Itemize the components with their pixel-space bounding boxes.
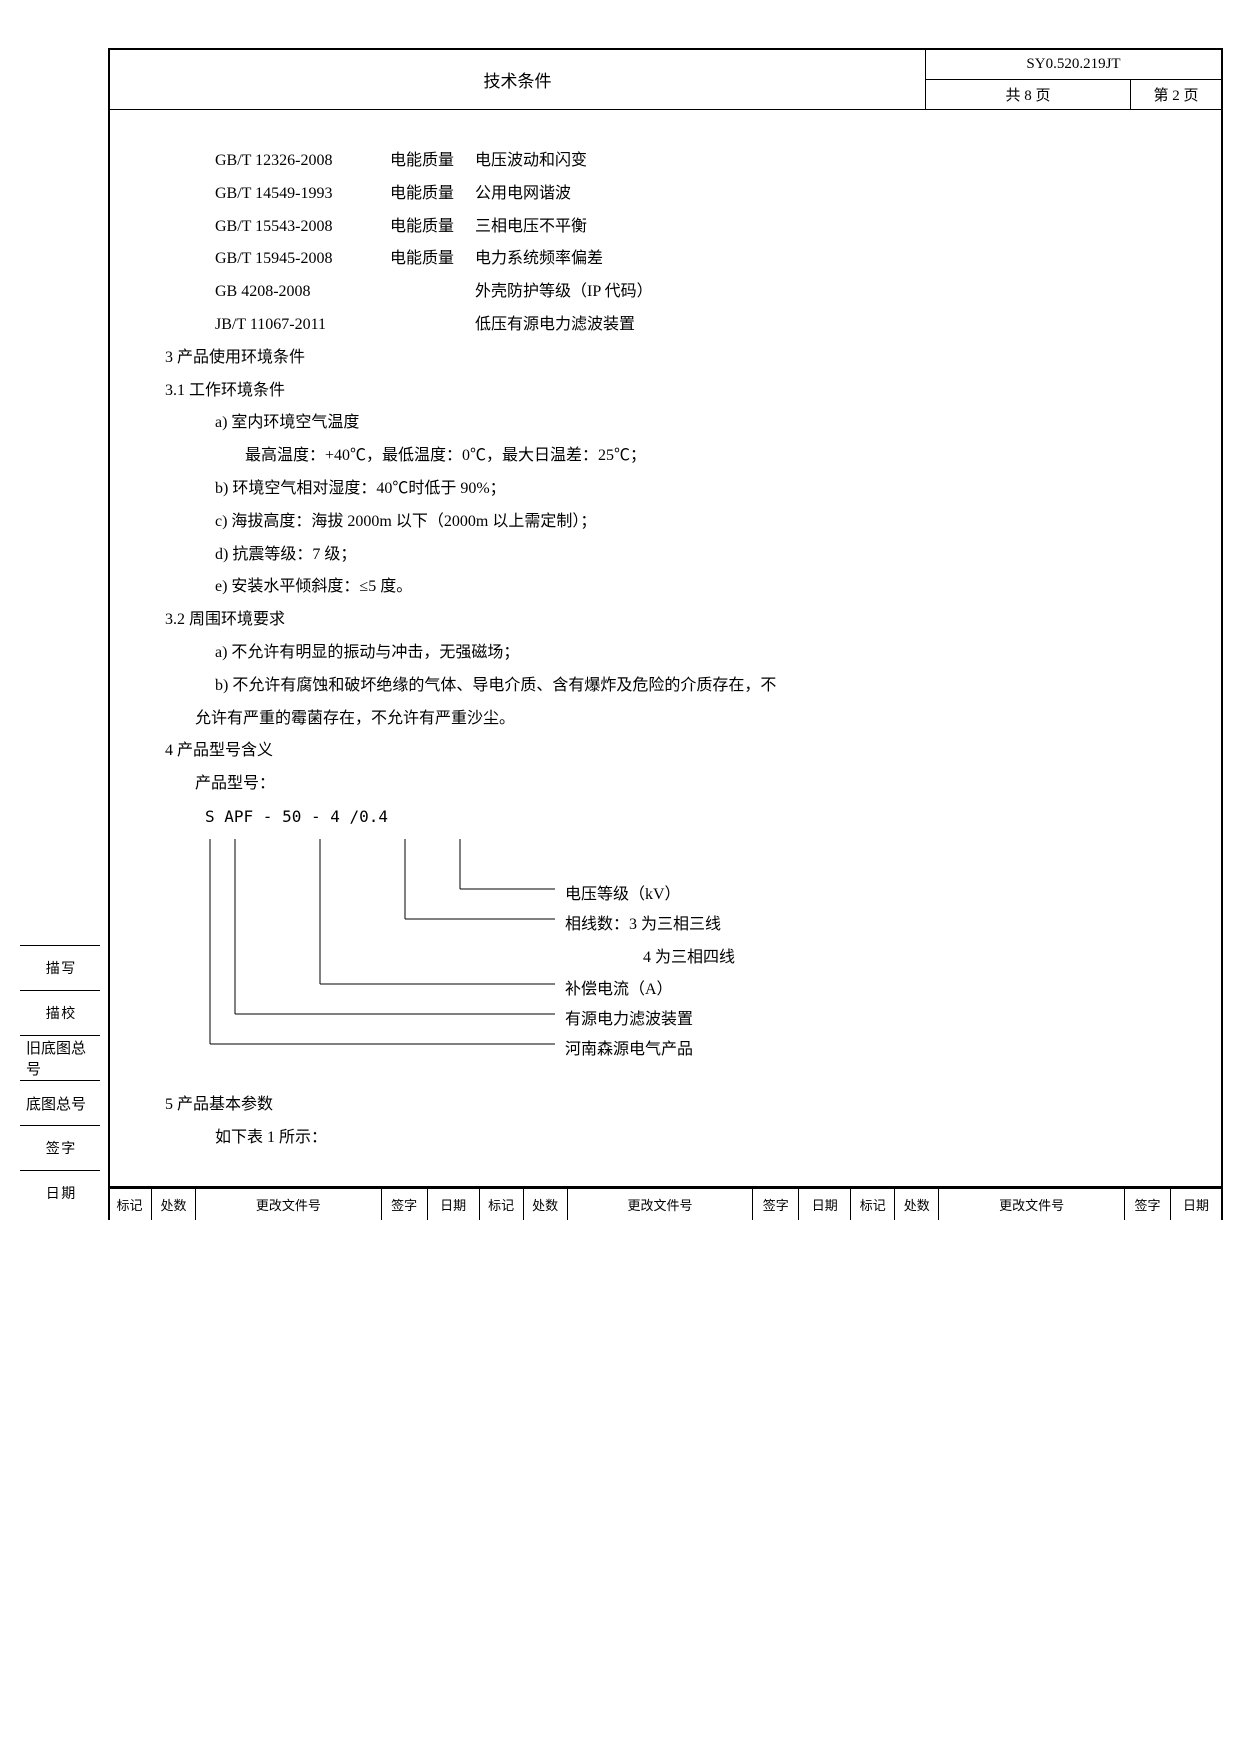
side-label: 签 字	[20, 1125, 100, 1170]
section-5-title: 5 产品基本参数	[165, 1089, 1201, 1122]
standard-line: GB/T 14549-1993电能质量公用电网谐波	[165, 178, 1201, 211]
diagram-label-phase-4: 4 为三相四线	[643, 942, 735, 975]
standard-line: GB/T 15543-2008电能质量三相电压不平衡	[165, 211, 1201, 244]
footer-col: 更改文件号	[196, 1189, 382, 1220]
side-label: 描 写	[20, 945, 100, 990]
content-body: GB/T 12326-2008电能质量电压波动和闪变GB/T 14549-199…	[110, 110, 1221, 1154]
s31-e: e) 安装水平倾斜度：≤5 度。	[165, 571, 1201, 604]
footer-col: 签字	[1125, 1189, 1171, 1220]
s32-a: a) 不允许有明显的振动与冲击，无强磁场；	[165, 637, 1201, 670]
footer-col: 签字	[382, 1189, 428, 1220]
side-label: 日 期	[20, 1170, 100, 1215]
model-diagram: 电压等级（kV） 相线数：3 为三相三线 4 为三相四线 补偿电流（A） 有源电…	[165, 839, 1201, 1089]
model-string: S APF - 50 - 4 /0.4	[165, 801, 1201, 834]
page-frame: 技术条件 SY0.520.219JT 共 8 页 第 2 页 GB/T 1232…	[108, 48, 1223, 1188]
diagram-label-voltage: 电压等级（kV）	[565, 879, 681, 912]
doc-title: 技术条件	[110, 50, 926, 109]
page-total: 共 8 页	[926, 80, 1131, 109]
s31-a-detail: 最高温度：+40℃，最低温度：0℃，最大日温差：25℃；	[165, 440, 1201, 473]
section-4-title: 4 产品型号含义	[165, 735, 1201, 768]
footer-col: 签字	[753, 1189, 799, 1220]
footer-col: 标记	[480, 1189, 524, 1220]
side-label: 底图总号	[20, 1080, 100, 1125]
footer-col: 更改文件号	[568, 1189, 754, 1220]
diagram-label-apf: 有源电力滤波装置	[565, 1004, 693, 1037]
diagram-lines	[205, 839, 575, 1059]
standard-line: JB/T 11067-2011低压有源电力滤波装置	[165, 309, 1201, 342]
s31-a: a) 室内环境空气温度	[165, 407, 1201, 440]
page-info: 共 8 页 第 2 页	[926, 80, 1221, 109]
footer-col: 日期	[799, 1189, 851, 1220]
page-current: 第 2 页	[1131, 80, 1221, 109]
side-label: 旧底图总号	[20, 1035, 100, 1080]
standard-line: GB/T 12326-2008电能质量电压波动和闪变	[165, 145, 1201, 178]
diagram-label-phase: 相线数：3 为三相三线	[565, 909, 721, 942]
s32-b: b) 不允许有腐蚀和破坏绝缘的气体、导电介质、含有爆炸及危险的介质存在，不	[165, 670, 1201, 703]
product-model-label: 产品型号：	[165, 768, 1201, 801]
footer-col: 处数	[524, 1189, 568, 1220]
standard-line: GB/T 15945-2008电能质量电力系统频率偏差	[165, 243, 1201, 276]
s32-b-cont: 允许有严重的霉菌存在，不允许有严重沙尘。	[165, 703, 1201, 736]
footer-col: 标记	[851, 1189, 895, 1220]
revision-footer: 标记处数更改文件号签字日期标记处数更改文件号签字日期标记处数更改文件号签字日期	[108, 1188, 1223, 1220]
s31-c: c) 海拔高度：海拔 2000m 以下（2000m 以上需定制）；	[165, 506, 1201, 539]
footer-col: 处数	[152, 1189, 196, 1220]
header: 技术条件 SY0.520.219JT 共 8 页 第 2 页	[110, 50, 1221, 110]
section-3-1-title: 3.1 工作环境条件	[165, 375, 1201, 408]
section-3-title: 3 产品使用环境条件	[165, 342, 1201, 375]
section-5-sub: 如下表 1 所示：	[165, 1122, 1201, 1155]
side-label: 描 校	[20, 990, 100, 1035]
header-right: SY0.520.219JT 共 8 页 第 2 页	[926, 50, 1221, 109]
footer-col: 日期	[428, 1189, 480, 1220]
footer-col: 更改文件号	[939, 1189, 1125, 1220]
section-3-2-title: 3.2 周围环境要求	[165, 604, 1201, 637]
side-labels: 描 写描 校旧底图总号底图总号签 字日 期	[20, 945, 100, 1215]
footer-col: 日期	[1171, 1189, 1223, 1220]
diagram-label-current: 补偿电流（A）	[565, 974, 673, 1007]
s31-d: d) 抗震等级：7 级；	[165, 539, 1201, 572]
footer-col: 处数	[895, 1189, 939, 1220]
footer-col: 标记	[108, 1189, 152, 1220]
doc-number: SY0.520.219JT	[926, 50, 1221, 80]
s31-b: b) 环境空气相对湿度：40℃时低于 90%；	[165, 473, 1201, 506]
standard-line: GB 4208-2008外壳防护等级（IP 代码）	[165, 276, 1201, 309]
diagram-label-company: 河南森源电气产品	[565, 1034, 693, 1067]
